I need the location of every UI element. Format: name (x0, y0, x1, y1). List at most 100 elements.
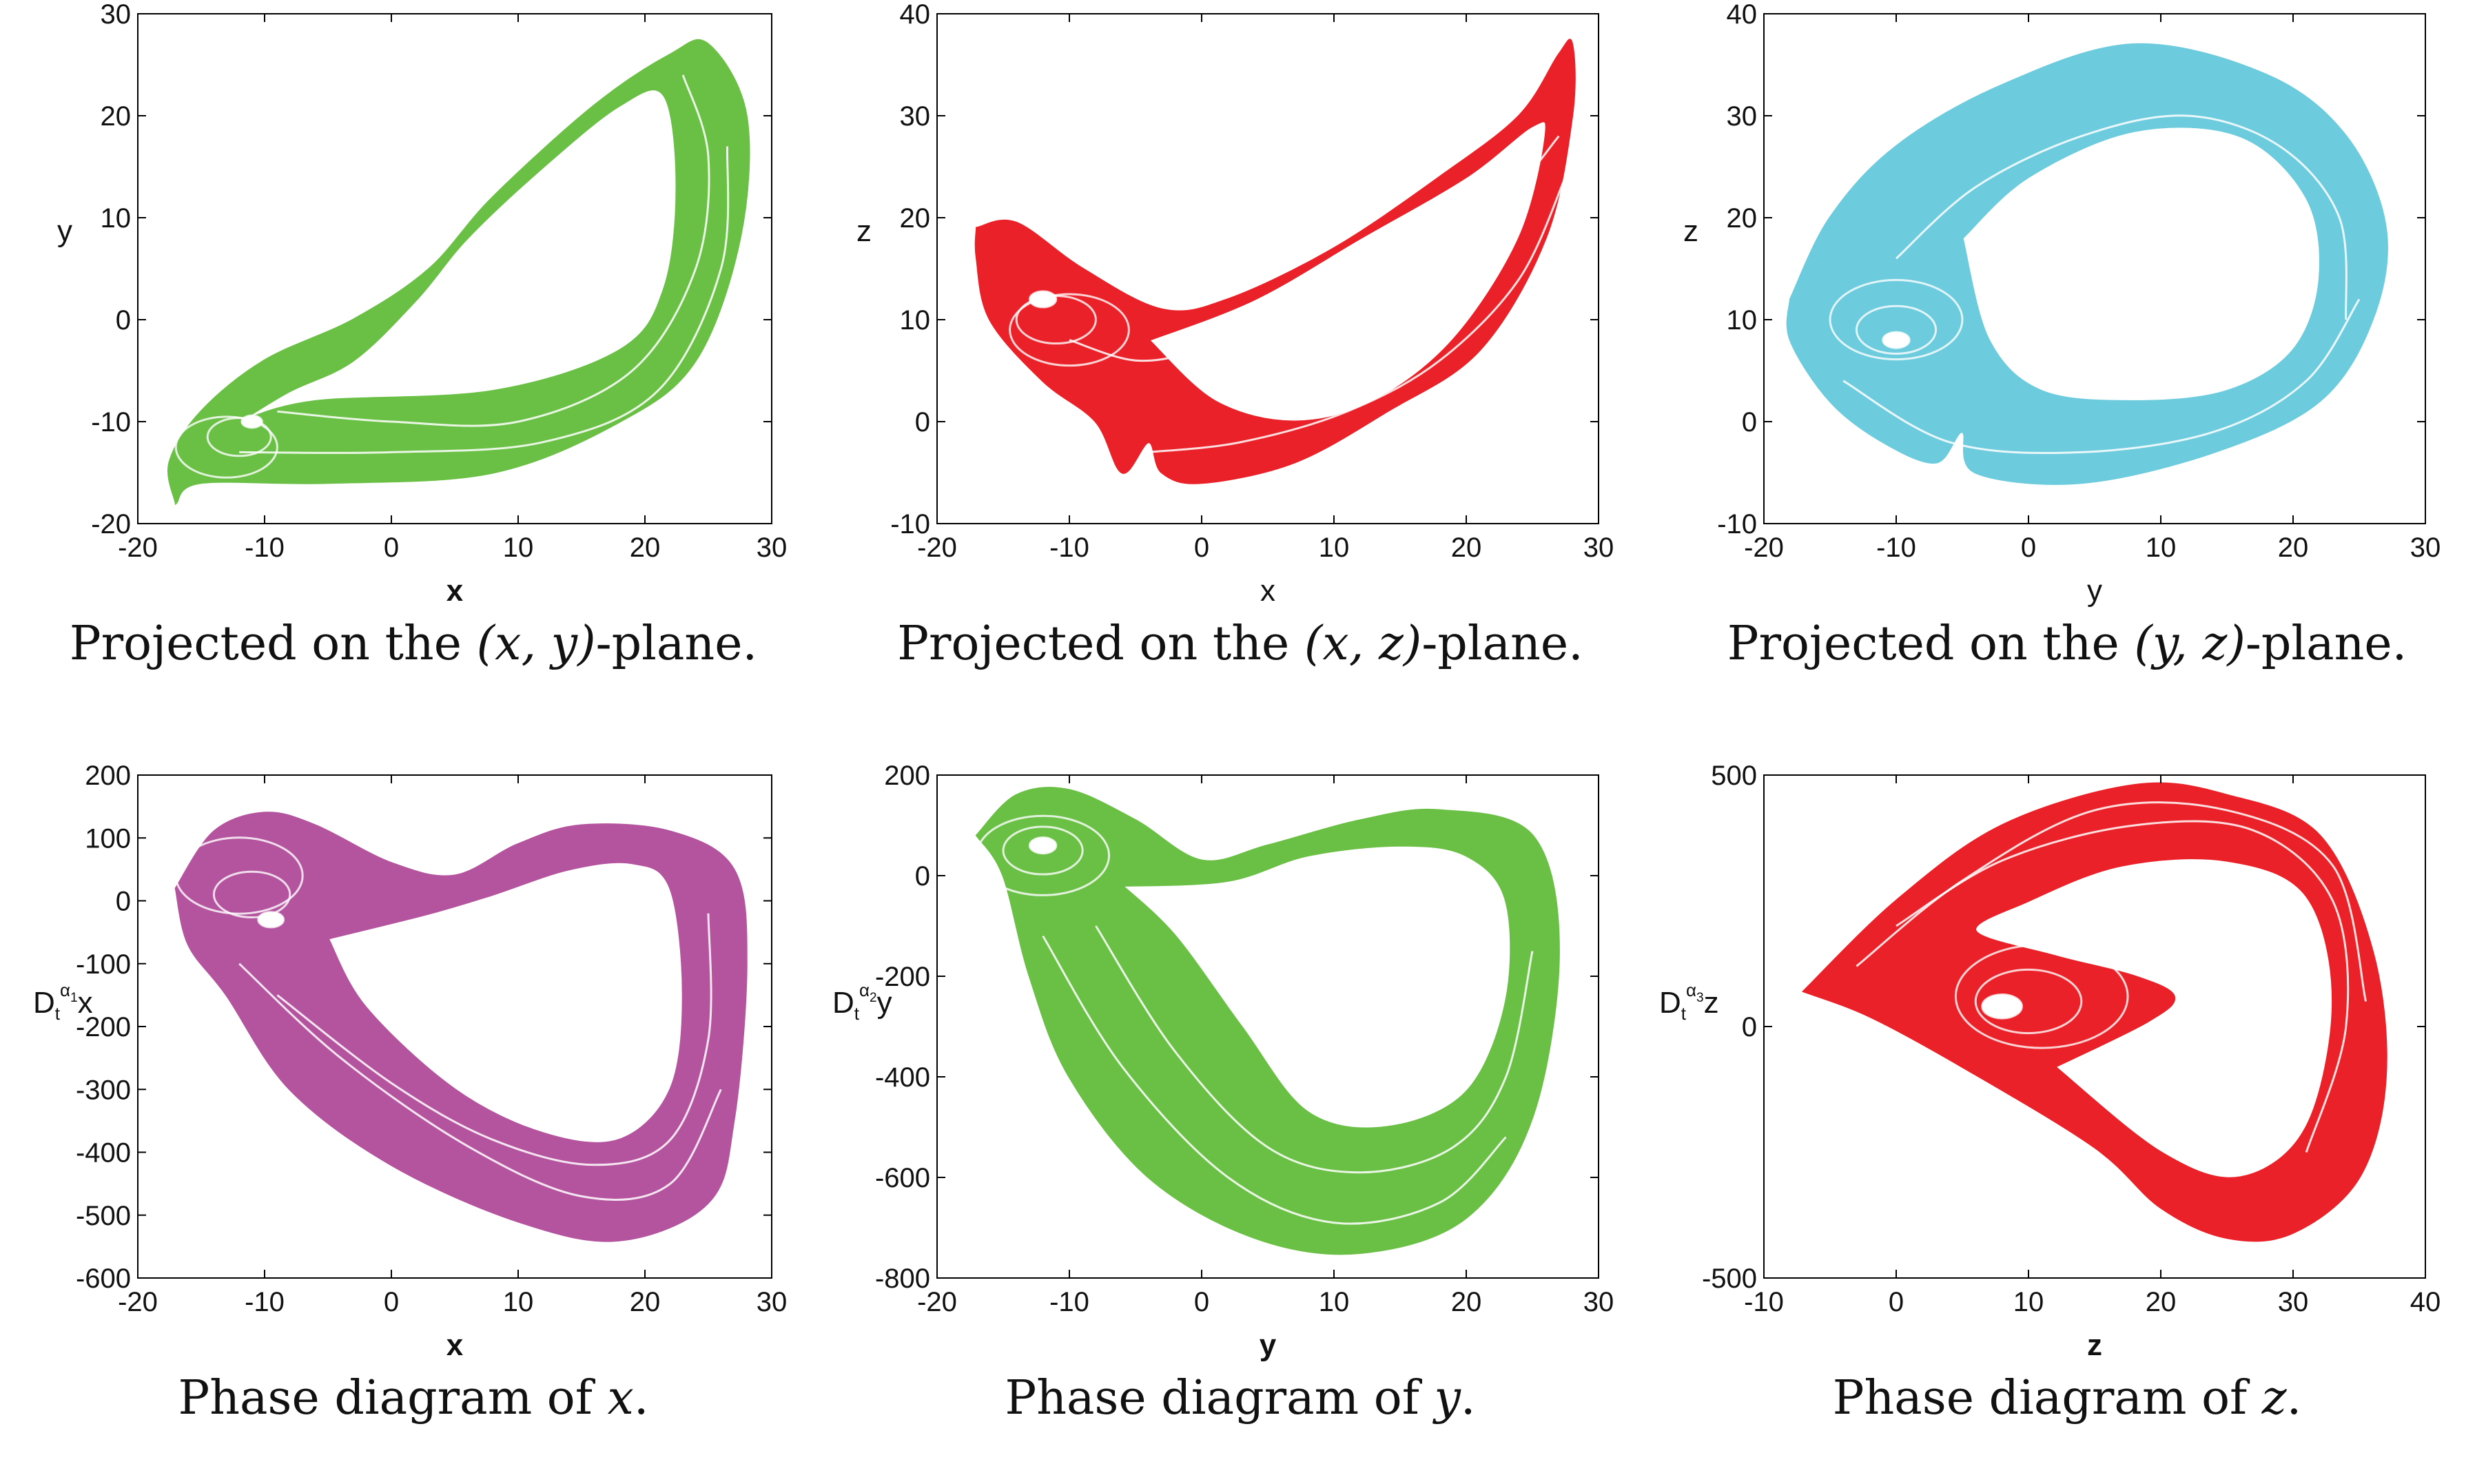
x-tick-label-dx-5: 30 (757, 1287, 788, 1317)
x-tick-label-xy-2: 0 (384, 533, 399, 563)
trajectory-streak-dx-1 (238, 962, 722, 1201)
panel-dz: -10 0 10 20 30 40 -500 0 500 z Dtα3z Phase diagram… (1654, 765, 2480, 1484)
x-tick-label-dx-1: -10 (245, 1287, 285, 1317)
x-tick-label-yz-4: 20 (2278, 533, 2309, 563)
x-tick-label-dz-3: 20 (2146, 1287, 2177, 1317)
y-tick-label-xz-1: 0 (915, 407, 930, 437)
trajectory-streak-dx-0 (276, 913, 712, 1166)
caption-xz: Projected on the (x, z)-plane. (897, 617, 1583, 671)
spiral-coil-yz-1 (1855, 305, 1938, 355)
panel-xy: -20 -10 0 10 20 30 -20 -10 0 10 20 30 x y Projected o… (0, 0, 827, 719)
y-tick-label-xy-0: -20 (91, 509, 131, 539)
trajectory-streak-dz-1 (1856, 801, 2367, 1002)
x-tick-label-dy-5: 30 (1583, 1287, 1614, 1317)
x-tick-label-dz-1: 0 (1889, 1287, 1904, 1317)
spiral-coil-dz-0 (1981, 993, 2023, 1020)
spiral-coil-dz-1 (1974, 968, 2083, 1035)
y-tick-label-dx-0: -600 (76, 1264, 131, 1294)
x-tick-label-yz-5: 30 (2410, 533, 2441, 563)
x-tick-label-dy-0: -20 (917, 1287, 957, 1317)
y-tick-label-dy-5: 200 (884, 765, 930, 791)
y-tick-label-yz-2: 10 (1727, 305, 1758, 336)
x-tick-label-dz-4: 30 (2278, 1287, 2309, 1317)
caption-dy: Phase diagram of y. (1005, 1371, 1476, 1425)
y-tick-label-dx-8: 200 (85, 765, 131, 791)
spiral-coil-xy-2 (174, 415, 278, 479)
trajectory-streak-dz-0 (1896, 820, 2350, 1153)
attractor-xy (167, 39, 750, 506)
spiral-coil-xz-2 (1009, 293, 1130, 367)
x-tick-label-dx-3: 10 (503, 1287, 534, 1317)
y-tick-label-xy-4: 20 (101, 101, 132, 132)
y-tick-label-dz-2: 500 (1711, 765, 1757, 791)
axes-box-dy (936, 774, 1599, 1279)
y-tick-label-dz-1: 0 (1742, 1012, 1757, 1042)
y-tick-label-dx-5: -100 (76, 949, 131, 980)
x-tick-label-xy-3: 10 (503, 533, 534, 563)
caption-dz: Phase diagram of z. (1832, 1371, 2302, 1425)
trajectory-streak-xy-0 (277, 74, 710, 427)
y-tick-label-dx-6: 0 (116, 887, 131, 917)
x-tick-label-xz-2: 0 (1194, 533, 1209, 563)
y-tick-label-xy-1: -10 (91, 407, 131, 437)
x-tick-label-yz-2: 0 (2021, 533, 2036, 563)
spiral-coil-dx-1 (212, 870, 291, 918)
y-axis-label-yz: z (1683, 214, 1698, 248)
trajectory-streak-dy-1 (1042, 935, 1507, 1225)
x-axis-label-dz: z (2087, 1328, 2102, 1362)
y-tick-label-yz-3: 20 (1727, 203, 1758, 234)
x-tick-label-xy-5: 30 (757, 533, 788, 563)
x-tick-label-dx-0: -20 (118, 1287, 158, 1317)
x-tick-label-xy-1: -10 (245, 533, 285, 563)
attractor-band-yz (1786, 43, 2388, 485)
chart-dx: -20 -10 0 10 20 30-600-500-400-300-200-100010… (33, 765, 788, 1362)
y-tick-label-dx-7: 100 (85, 823, 131, 854)
x-tick-label-dz-2: 10 (2013, 1287, 2044, 1317)
y-tick-label-dy-0: -800 (875, 1264, 930, 1294)
axes-box-xy (137, 13, 772, 524)
axes-box-xz (936, 13, 1599, 524)
x-tick-label-xz-3: 10 (1319, 533, 1350, 563)
trajectory-streak-xz-0 (1069, 135, 1560, 362)
x-axis-label-xz: x (1260, 574, 1275, 608)
y-tick-label-xz-4: 30 (900, 101, 931, 132)
y-tick-label-yz-0: -10 (1717, 509, 1757, 539)
trajectory-streak-yz-0 (1895, 114, 2348, 320)
y-axis-label-xy: y (57, 214, 72, 248)
y-tick-label-xz-5: 40 (900, 0, 931, 30)
x-tick-label-xz-0: -20 (917, 533, 957, 563)
spiral-coil-dy-1 (1002, 825, 1084, 876)
x-tick-label-dz-0: -10 (1744, 1287, 1784, 1317)
y-tick-label-dy-3: -200 (875, 962, 930, 992)
x-tick-label-xy-4: 20 (630, 533, 661, 563)
attractor-dx (174, 812, 748, 1242)
x-tick-label-yz-1: -10 (1876, 533, 1916, 563)
x-tick-label-dz-5: 40 (2410, 1287, 2441, 1317)
caption-dx: Phase diagram of x. (178, 1371, 649, 1425)
panel-xz: -20 -10 0 10 20 30 -10 0 10 20 30 40 x z Projected on… (827, 0, 1654, 719)
x-tick-label-xz-5: 30 (1583, 533, 1614, 563)
spiral-coil-yz-0 (1882, 331, 1911, 349)
attractor-dz (1801, 782, 2387, 1242)
trajectory-streak-yz-1 (1842, 298, 2361, 455)
x-tick-label-xz-4: 20 (1451, 533, 1482, 563)
y-tick-label-xy-2: 0 (116, 305, 131, 336)
x-tick-label-dy-4: 20 (1451, 1287, 1482, 1317)
caption-xy: Projected on the (x, y)-plane. (69, 617, 758, 671)
spiral-coil-dx-2 (174, 836, 304, 915)
x-tick-label-yz-3: 10 (2146, 533, 2177, 563)
attractor-dy (975, 787, 1560, 1255)
y-tick-label-dx-4: -200 (76, 1012, 131, 1042)
chart-dy: -20 -10 0 10 20 30 -800 -600 -400 -200 0 200 y Dtα2y (832, 765, 1614, 1362)
spiral-coil-dz-2 (1954, 943, 2129, 1049)
trajectory-streak-dy-0 (1095, 925, 1534, 1174)
y-tick-label-xy-5: 30 (101, 0, 132, 30)
y-axis-label-dy: Dtα2y (832, 980, 892, 1024)
y-tick-label-yz-5: 40 (1727, 0, 1758, 30)
x-tick-label-dy-2: 0 (1194, 1287, 1209, 1317)
y-tick-label-xz-2: 10 (900, 305, 931, 336)
spiral-coil-yz-2 (1829, 278, 1964, 361)
trajectory-streak-xy-1 (239, 146, 730, 455)
